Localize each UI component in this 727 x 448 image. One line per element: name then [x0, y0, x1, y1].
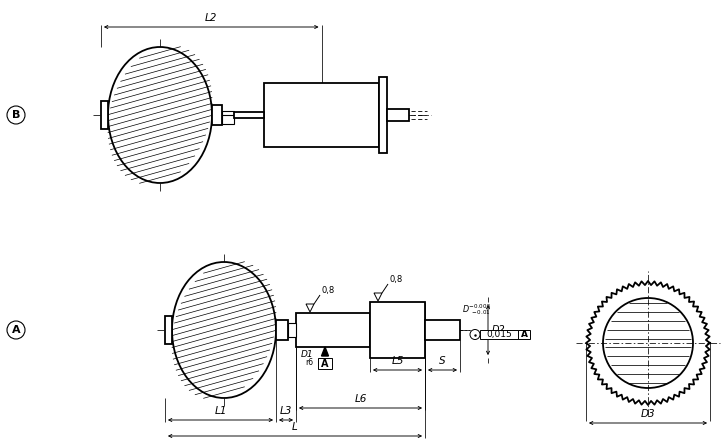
Bar: [318, 358, 332, 369]
Text: A: A: [521, 330, 528, 339]
Bar: [101, 101, 108, 129]
Bar: [264, 83, 379, 147]
Ellipse shape: [172, 262, 276, 398]
Bar: [425, 320, 460, 340]
Text: L1: L1: [214, 406, 227, 416]
Bar: [518, 330, 530, 339]
Bar: [222, 115, 234, 124]
Bar: [370, 302, 425, 358]
Bar: [480, 330, 518, 339]
Bar: [379, 77, 387, 153]
Polygon shape: [321, 347, 329, 356]
Text: 0,015: 0,015: [486, 330, 512, 339]
Text: L5: L5: [391, 356, 403, 366]
Text: D1: D1: [300, 350, 313, 359]
Text: S: S: [439, 356, 446, 366]
Text: r6: r6: [305, 358, 313, 367]
Text: L3: L3: [280, 406, 292, 416]
Text: B: B: [12, 110, 20, 120]
Text: 0,8: 0,8: [321, 286, 334, 295]
Bar: [387, 109, 409, 121]
Bar: [276, 320, 288, 340]
Text: L6: L6: [354, 394, 366, 404]
Text: 0,8: 0,8: [389, 275, 402, 284]
Bar: [296, 313, 370, 347]
Text: L2: L2: [205, 13, 217, 23]
Bar: [212, 105, 222, 125]
Bar: [165, 316, 172, 344]
Ellipse shape: [108, 47, 212, 183]
Bar: [234, 112, 264, 118]
Text: A: A: [321, 358, 329, 369]
Text: D3: D3: [640, 409, 655, 419]
Text: A: A: [12, 325, 20, 335]
Text: D2: D2: [492, 325, 506, 335]
Bar: [222, 111, 234, 120]
Bar: [288, 323, 296, 337]
Text: L: L: [292, 422, 298, 432]
Text: $D^{-0.005}_{\ -0.01}$: $D^{-0.005}_{\ -0.01}$: [462, 302, 491, 317]
